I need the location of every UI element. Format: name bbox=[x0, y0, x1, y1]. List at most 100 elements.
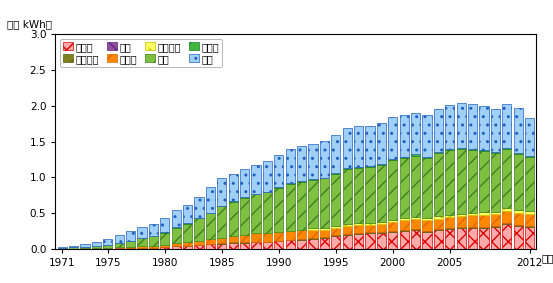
Bar bbox=[240, 235, 249, 242]
Bar bbox=[297, 181, 306, 182]
Bar bbox=[309, 239, 317, 249]
Bar bbox=[240, 243, 249, 249]
Bar bbox=[514, 153, 523, 154]
Bar bbox=[354, 233, 363, 234]
Bar bbox=[502, 223, 512, 224]
Bar bbox=[479, 151, 488, 213]
Bar bbox=[366, 167, 374, 223]
Bar bbox=[297, 230, 306, 239]
Bar bbox=[137, 227, 147, 238]
Bar bbox=[297, 240, 306, 249]
Bar bbox=[514, 226, 523, 249]
Bar bbox=[103, 239, 112, 245]
Bar bbox=[514, 210, 523, 213]
Bar bbox=[388, 117, 397, 159]
Bar bbox=[343, 168, 352, 169]
Bar bbox=[114, 243, 124, 247]
Bar bbox=[479, 150, 488, 151]
Bar bbox=[297, 182, 306, 230]
Bar bbox=[92, 248, 101, 249]
Bar bbox=[263, 192, 272, 233]
Bar bbox=[285, 184, 295, 231]
Bar bbox=[320, 179, 329, 228]
Bar bbox=[126, 241, 135, 247]
Bar bbox=[400, 158, 409, 218]
Bar bbox=[160, 232, 169, 233]
Bar bbox=[228, 201, 238, 202]
Bar bbox=[400, 231, 409, 249]
Bar bbox=[343, 235, 352, 249]
Bar bbox=[331, 135, 340, 173]
Bar bbox=[479, 215, 488, 226]
Bar bbox=[309, 230, 317, 238]
Bar bbox=[502, 211, 512, 223]
Bar bbox=[183, 246, 192, 249]
Bar bbox=[114, 235, 124, 243]
Bar bbox=[422, 220, 431, 231]
Bar bbox=[320, 178, 329, 179]
Bar bbox=[468, 150, 477, 213]
Bar bbox=[479, 228, 488, 249]
Bar bbox=[331, 235, 340, 236]
Bar bbox=[445, 229, 455, 249]
Bar bbox=[514, 108, 523, 153]
Bar bbox=[366, 232, 374, 233]
Bar bbox=[502, 208, 512, 211]
Bar bbox=[320, 230, 329, 237]
Bar bbox=[411, 156, 420, 217]
Bar bbox=[58, 248, 67, 249]
Bar bbox=[457, 216, 466, 227]
Bar bbox=[240, 242, 249, 243]
Bar bbox=[195, 197, 204, 218]
Bar bbox=[445, 228, 455, 229]
Bar bbox=[309, 179, 317, 180]
Bar bbox=[92, 242, 101, 246]
Bar bbox=[252, 233, 260, 242]
Bar bbox=[171, 243, 181, 246]
Bar bbox=[252, 194, 260, 233]
Bar bbox=[366, 126, 374, 166]
Bar bbox=[411, 219, 420, 229]
Bar bbox=[400, 218, 409, 220]
Bar bbox=[103, 248, 112, 249]
Bar bbox=[195, 218, 204, 241]
Bar bbox=[217, 206, 226, 238]
Bar bbox=[525, 226, 534, 227]
Bar bbox=[491, 212, 500, 214]
Bar bbox=[331, 174, 340, 226]
Bar bbox=[217, 244, 226, 249]
Bar bbox=[434, 229, 443, 230]
Bar bbox=[58, 247, 67, 248]
Bar bbox=[354, 234, 363, 249]
Bar bbox=[525, 156, 534, 157]
Bar bbox=[274, 188, 283, 232]
Bar bbox=[354, 167, 363, 168]
Bar bbox=[126, 247, 135, 248]
Bar bbox=[411, 230, 420, 249]
Bar bbox=[195, 245, 204, 249]
Bar bbox=[457, 228, 466, 249]
Bar bbox=[422, 218, 431, 220]
Bar bbox=[491, 153, 500, 212]
Bar bbox=[171, 246, 181, 249]
Bar bbox=[468, 213, 477, 215]
Bar bbox=[171, 228, 181, 243]
Bar bbox=[331, 226, 340, 228]
Bar bbox=[160, 218, 169, 232]
Bar bbox=[285, 240, 295, 241]
Bar bbox=[525, 227, 534, 249]
Bar bbox=[377, 224, 386, 232]
Bar bbox=[400, 220, 409, 230]
Bar bbox=[183, 205, 192, 224]
Bar bbox=[457, 103, 466, 148]
Bar bbox=[343, 226, 352, 234]
Bar bbox=[502, 224, 512, 249]
Bar bbox=[377, 165, 386, 222]
Bar bbox=[160, 247, 169, 249]
Bar bbox=[502, 149, 512, 208]
Bar bbox=[171, 227, 181, 228]
Bar bbox=[445, 215, 455, 217]
Bar bbox=[309, 228, 317, 230]
Text: （兆 kWh）: （兆 kWh） bbox=[7, 20, 52, 30]
Bar bbox=[206, 239, 215, 244]
